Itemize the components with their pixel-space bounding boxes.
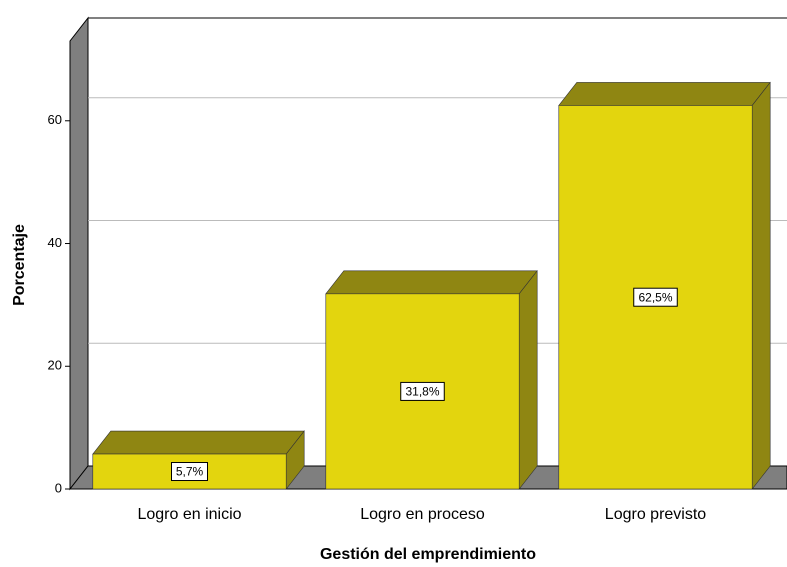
y-tick-label: 20 — [48, 358, 62, 373]
y-tick-label: 40 — [48, 235, 62, 250]
y-tick-label: 60 — [48, 112, 62, 127]
value-label-box — [171, 462, 208, 482]
value-label-box — [400, 381, 445, 401]
bar-side — [751, 81, 771, 490]
left-wall — [69, 16, 89, 491]
bar-top — [92, 430, 305, 455]
value-label: 31,8% — [405, 385, 439, 399]
value-label: 5,7% — [176, 465, 204, 479]
y-tick-label: 0 — [55, 480, 62, 495]
bar-top — [558, 82, 771, 106]
x-tick-label: Logro en inicio — [137, 506, 241, 523]
bar-side — [518, 269, 538, 490]
x-axis-title: Gestión del emprendimiento — [320, 546, 536, 563]
x-tick-label: Logro previsto — [605, 506, 706, 523]
value-label: 62,5% — [638, 290, 672, 304]
bar-top — [325, 270, 538, 295]
y-axis-title: Porcentaje — [11, 224, 28, 306]
value-label-box — [633, 287, 678, 307]
x-tick-label: Logro en proceso — [360, 506, 485, 523]
